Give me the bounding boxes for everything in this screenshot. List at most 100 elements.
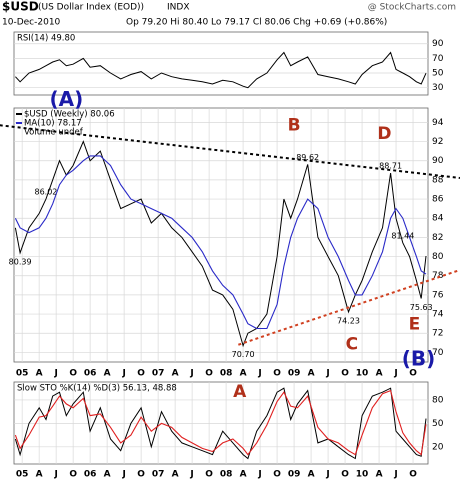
y-tick-label: 90 xyxy=(432,39,444,49)
x-tick-label: J xyxy=(325,369,329,379)
wave-label: E xyxy=(409,315,421,335)
series-line xyxy=(14,155,427,330)
legend-label: $USD (Weekly) 80.06 xyxy=(24,110,115,120)
value-annotation: 75.63 xyxy=(410,303,433,312)
x-tick-label: J xyxy=(121,470,125,480)
y-tick-label: 76 xyxy=(432,290,444,300)
x-tick-label: O xyxy=(273,470,281,480)
y-tick-label: 86 xyxy=(432,195,444,205)
y-tick-label: 70 xyxy=(432,54,444,64)
wave-label: (A) xyxy=(49,87,83,111)
x-tick-label: O xyxy=(69,470,77,480)
y-tick-label: 94 xyxy=(432,118,444,128)
x-tick-label: A xyxy=(240,470,247,480)
x-tick-label: 08 xyxy=(220,369,233,379)
x-tick-label: A xyxy=(376,470,383,480)
y-tick-label: 92 xyxy=(432,137,443,147)
x-tick-label: 10 xyxy=(356,470,369,480)
value-annotation: 89.62 xyxy=(296,153,319,162)
y-tick-label: 80 xyxy=(432,252,444,262)
x-tick-label: A xyxy=(36,369,43,379)
panel-title: Slow STO %K(14) %D(3) 56.13, 48.88 xyxy=(17,384,177,394)
x-tick-label: O xyxy=(409,369,417,379)
value-annotation: 88.71 xyxy=(379,162,402,171)
legend-label: MA(10) 78.17 xyxy=(24,119,82,129)
x-tick-label: J xyxy=(189,369,193,379)
x-tick-label: 06 xyxy=(84,470,97,480)
value-annotation: 86.02 xyxy=(34,187,57,196)
trend-line xyxy=(238,269,460,346)
y-tick-label: 82 xyxy=(432,233,443,243)
x-tick-label: A xyxy=(172,369,179,379)
x-tick-label: 07 xyxy=(152,470,165,480)
x-tick-label: O xyxy=(69,369,77,379)
y-tick-label: 20 xyxy=(432,442,444,452)
x-tick-label: J xyxy=(257,369,261,379)
y-tick-label: 72 xyxy=(432,329,443,339)
x-tick-label: O xyxy=(341,470,349,480)
legend-swatch xyxy=(16,122,22,124)
series-line xyxy=(14,387,427,460)
x-tick-label: 10 xyxy=(356,369,369,379)
x-tick-label: O xyxy=(137,369,145,379)
x-tick-label: A xyxy=(172,470,179,480)
x-tick-label: J xyxy=(189,470,193,480)
panel-frame xyxy=(13,381,429,465)
y-tick-label: 30 xyxy=(432,83,444,93)
x-tick-label: O xyxy=(205,369,213,379)
x-tick-label: O xyxy=(409,470,417,480)
watermark: @ StockCharts.com xyxy=(368,3,456,13)
y-tick-label: 88 xyxy=(432,175,444,185)
wave-label: D xyxy=(377,124,391,144)
y-tick-label: 90 xyxy=(432,156,444,166)
x-tick-label: A xyxy=(376,369,383,379)
x-tick-label: 09 xyxy=(288,470,301,480)
y-tick-label: 50 xyxy=(432,419,444,429)
quote: Op 79.20 Hi 80.40 Lo 79.17 Cl 80.06 Chg … xyxy=(126,18,387,28)
x-tick-label: J xyxy=(325,470,329,480)
x-tick-label: A xyxy=(308,369,315,379)
y-tick-label: 70 xyxy=(432,348,444,358)
volume-label: Volume undef xyxy=(24,128,84,138)
x-tick-label: 07 xyxy=(152,369,165,379)
panel-title: RSI(14) 49.80 xyxy=(17,34,75,44)
x-tick-label: A xyxy=(104,470,111,480)
x-tick-label: J xyxy=(53,369,57,379)
wave-label: A xyxy=(233,382,247,402)
panel-frame xyxy=(13,107,429,363)
x-tick-label: 05 xyxy=(16,470,29,480)
x-tick-label: A xyxy=(240,369,247,379)
y-tick-label: 80 xyxy=(432,395,444,405)
y-tick-label: 84 xyxy=(432,214,444,224)
x-tick-label: J xyxy=(53,470,57,480)
wave-label: C xyxy=(346,335,358,355)
y-tick-label: 50 xyxy=(432,69,444,79)
index-name: (US Dollar Index (EOD)) xyxy=(38,3,144,13)
series-line xyxy=(14,389,427,456)
legend-swatch xyxy=(16,113,22,115)
series-line xyxy=(15,51,427,89)
series-line xyxy=(14,140,427,348)
x-tick-label: O xyxy=(137,470,145,480)
wave-label: B xyxy=(288,115,301,135)
x-tick-label: 09 xyxy=(288,369,301,379)
y-tick-label: 74 xyxy=(432,310,444,320)
date: 10-Dec-2010 xyxy=(2,18,61,28)
x-tick-label: 06 xyxy=(84,369,97,379)
x-tick-label: O xyxy=(273,369,281,379)
y-tick-label: 78 xyxy=(432,271,444,281)
x-tick-label: J xyxy=(393,470,397,480)
value-annotation: 81.44 xyxy=(391,231,414,240)
x-tick-label: A xyxy=(104,369,111,379)
value-annotation: 80.39 xyxy=(9,257,32,266)
value-annotation: 70.70 xyxy=(232,350,255,359)
symbol: $USD xyxy=(2,0,39,14)
x-tick-label: 05 xyxy=(16,369,29,379)
exchange: INDX xyxy=(167,3,189,13)
x-tick-label: J xyxy=(257,470,261,480)
value-annotation: 74.23 xyxy=(337,316,360,325)
wave-label: (B) xyxy=(402,347,436,371)
trend-line xyxy=(0,124,460,179)
